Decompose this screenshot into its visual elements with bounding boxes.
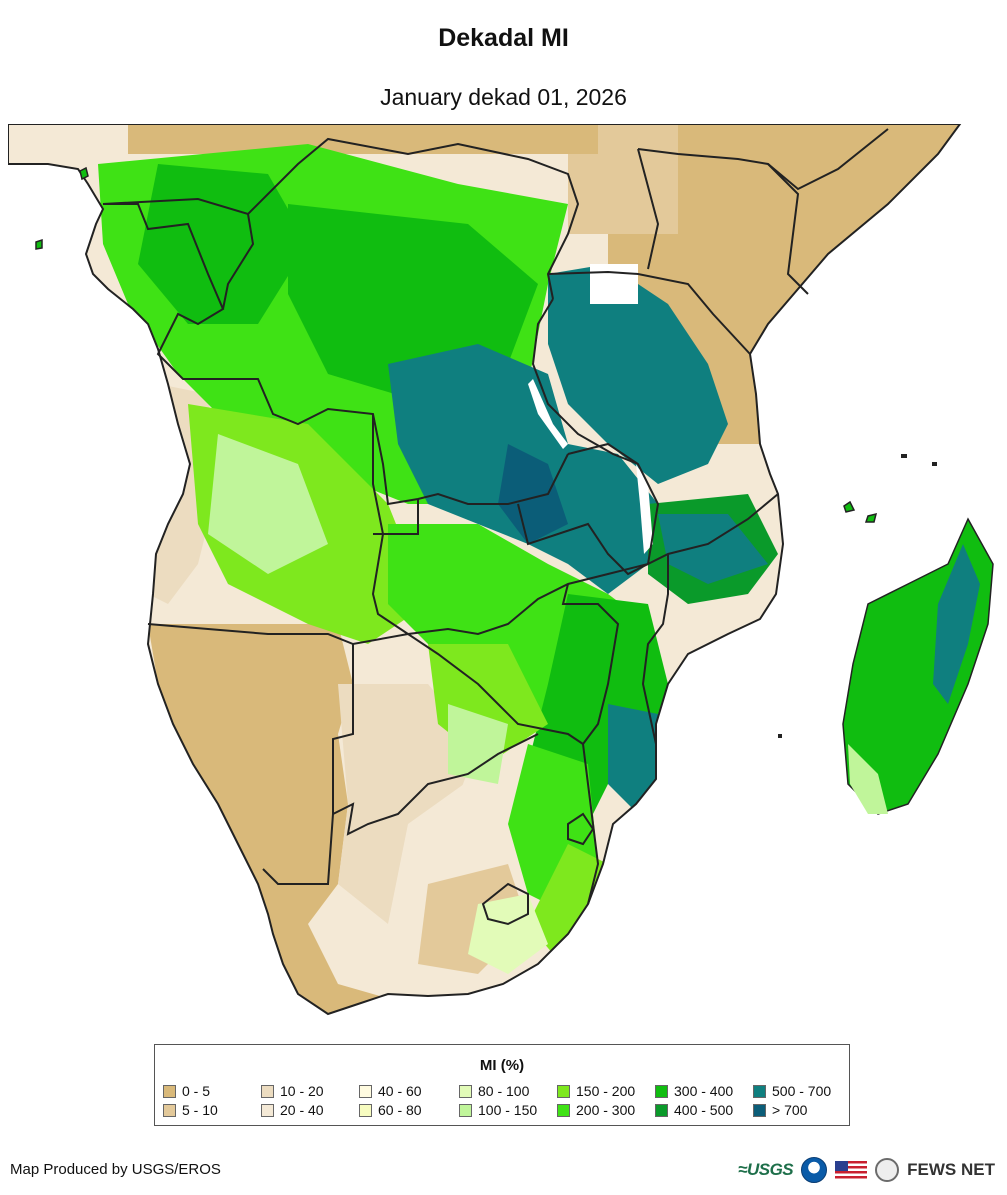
legend-swatch: [655, 1084, 668, 1098]
legend-item: 300 - 400: [655, 1083, 733, 1099]
fews-net-logo: FEWS NET: [907, 1160, 995, 1179]
map-subtitle: January dekad 01, 2026: [380, 84, 627, 110]
usgs-logo: ≈USGS: [738, 1160, 794, 1179]
legend-swatch: [359, 1103, 372, 1117]
legend-label: 500 - 700: [772, 1083, 832, 1099]
legend-swatch: [163, 1103, 176, 1117]
legend-items: 0 - 5 5 - 10 10 - 20 20 - 40 40 - 60 60 - 80 8…: [163, 1083, 853, 1123]
legend-label: 5 - 10: [182, 1102, 218, 1118]
legend-item: 20 - 40: [261, 1102, 324, 1118]
state-department-seal-icon: [875, 1158, 900, 1182]
moisture-index-map: [8, 124, 994, 1015]
legend-swatch: [261, 1103, 274, 1117]
legend-swatch: [459, 1084, 472, 1098]
logos: ≈USGS FEWS NET: [738, 1157, 995, 1183]
legend-swatch: [753, 1084, 766, 1098]
legend-item: 100 - 150: [459, 1102, 537, 1118]
legend-label: 80 - 100: [478, 1083, 530, 1099]
legend-label: 10 - 20: [280, 1083, 324, 1099]
legend-item: 5 - 10: [163, 1102, 218, 1118]
legend-title: MI (%): [479, 1057, 525, 1074]
legend-label: 400 - 500: [674, 1102, 734, 1118]
legend-item: 150 - 200: [557, 1083, 635, 1099]
country-borders: [102, 128, 889, 926]
legend-label: 0 - 5: [182, 1083, 211, 1099]
legend-swatch: [359, 1084, 372, 1098]
legend-label: > 700: [772, 1102, 808, 1118]
legend-item: 200 - 300: [557, 1102, 635, 1118]
legend-item: 500 - 700: [753, 1083, 831, 1099]
noaa-logo-icon: [801, 1157, 828, 1183]
legend-swatch: [557, 1084, 570, 1098]
credit-text: Map Produced by USGS/EROS: [10, 1161, 221, 1178]
legend-label: 40 - 60: [378, 1083, 422, 1099]
legend-label: 200 - 300: [576, 1102, 636, 1118]
legend-label: 100 - 150: [478, 1102, 538, 1118]
legend-label: 300 - 400: [674, 1083, 734, 1099]
legend-label: 150 - 200: [576, 1083, 636, 1099]
legend-item: > 700: [753, 1102, 807, 1118]
legend-swatch: [655, 1103, 668, 1117]
us-flag-icon: [835, 1161, 868, 1179]
legend-swatch: [557, 1103, 570, 1117]
map-title: Dekadal MI: [438, 24, 569, 52]
legend-item: 80 - 100: [459, 1083, 529, 1099]
legend-label: 60 - 80: [378, 1102, 422, 1118]
legend-label: 20 - 40: [280, 1102, 324, 1118]
legend-swatch: [459, 1103, 472, 1117]
legend-item: 40 - 60: [359, 1083, 422, 1099]
legend: MI (%) 0 - 5 5 - 10 10 - 20 20 - 40 40 - 60 6…: [154, 1044, 850, 1126]
legend-swatch: [261, 1084, 274, 1098]
legend-item: 400 - 500: [655, 1102, 733, 1118]
legend-swatch: [163, 1084, 176, 1098]
legend-item: 0 - 5: [163, 1083, 210, 1099]
legend-item: 60 - 80: [359, 1102, 422, 1118]
mi-field: [98, 124, 960, 1014]
legend-swatch: [753, 1103, 766, 1117]
legend-item: 10 - 20: [261, 1083, 324, 1099]
